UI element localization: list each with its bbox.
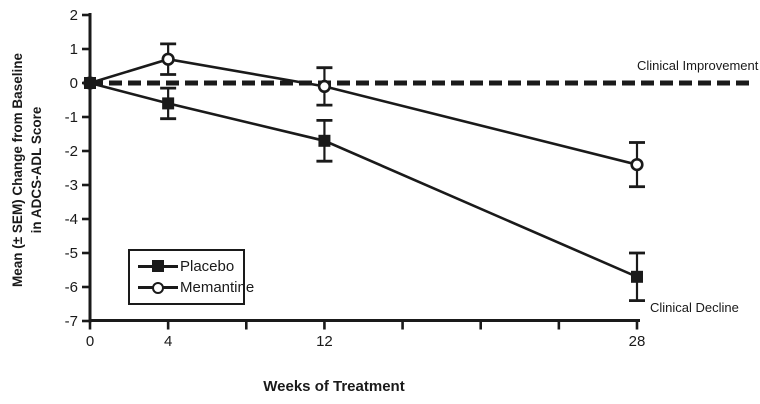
x-axis-title: Weeks of Treatment [263,378,405,395]
y-axis-title: Mean (± SEM) Change from Baseline in ADC… [8,10,48,330]
data-point-placebo [318,134,331,147]
open-circle-icon [152,281,164,294]
data-point-memantine [317,79,332,93]
clinical-improvement-label: Clinical Improvement [637,58,759,73]
y-tick-label: 1 [70,41,78,58]
data-point-memantine [161,52,175,66]
data-point-memantine [630,158,644,172]
y-tick-label: 0 [70,75,78,92]
y-tick-label: -1 [65,109,78,126]
legend-item-memantine: Memantine [138,279,254,296]
y-axis-title-line2: in ADCS-ADL Score [29,106,44,234]
data-point-placebo [162,97,175,110]
legend-label-memantine: Memantine [180,279,255,297]
x-tick-label: 12 [316,333,333,350]
placebo-marker-icon [138,259,178,273]
series-line-memantine [89,57,638,166]
y-tick-label: 2 [70,7,78,24]
legend: Placebo Memantine [128,249,254,305]
y-tick-label: -7 [65,313,78,330]
x-tick-label: 28 [629,333,646,350]
data-point-placebo [631,270,643,283]
legend-label-placebo: Placebo [180,257,235,275]
y-tick-label: -2 [65,143,78,160]
y-tick-label: -4 [65,211,78,228]
series-line-placebo [89,81,638,278]
memantine-marker-icon [138,281,178,295]
y-tick-label: -5 [65,245,78,262]
filled-square-icon [152,260,164,273]
x-tick-label: 4 [164,333,172,350]
legend-item-placebo: Placebo [138,258,243,275]
x-tick-label: 0 [86,333,94,350]
y-axis-title-line1: Mean (± SEM) Change from Baseline [10,53,25,287]
y-tick-label: -6 [65,279,78,296]
y-tick-label: -3 [65,177,78,194]
clinical-decline-label: Clinical Decline [650,300,739,315]
